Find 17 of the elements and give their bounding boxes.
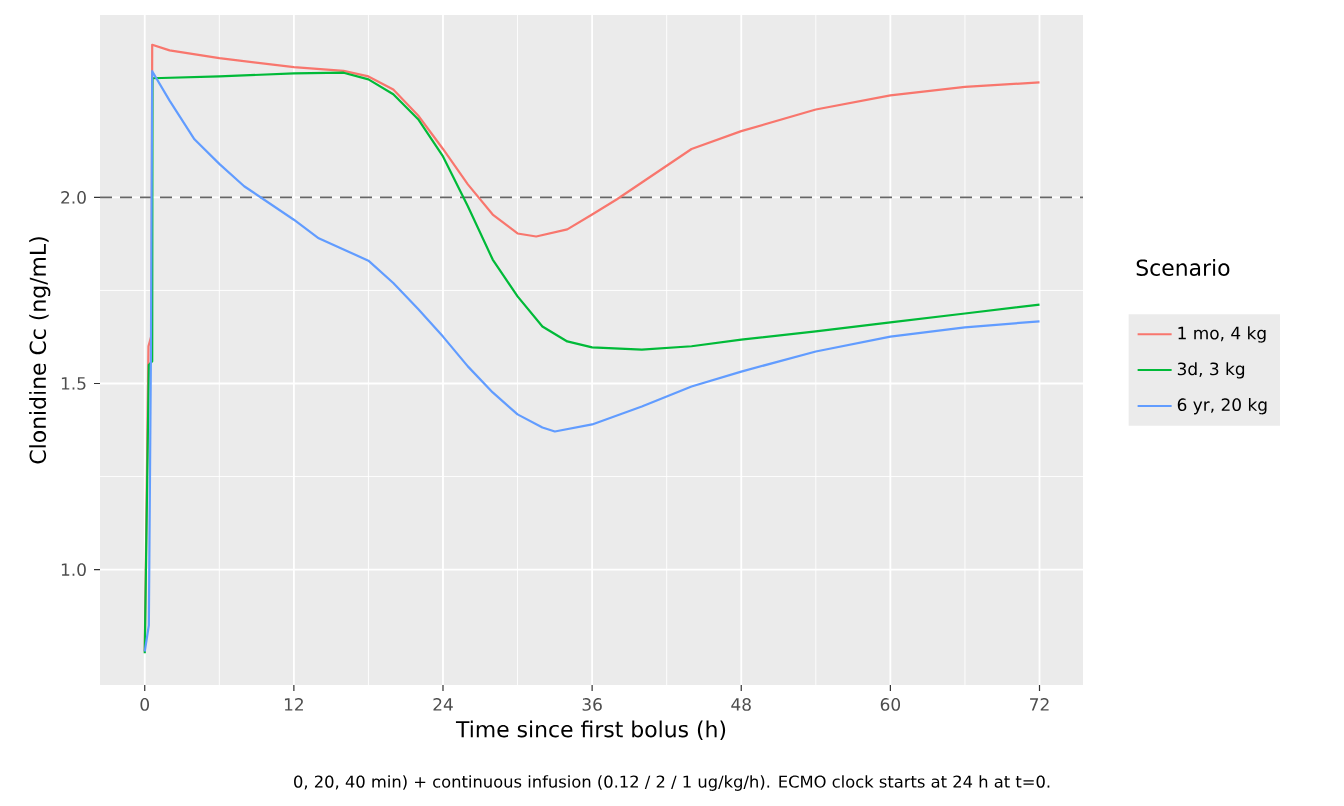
x-tick-label: 36 (582, 698, 602, 711)
x-tick-label: 48 (731, 698, 751, 711)
x-tick-label: 12 (284, 698, 303, 711)
y-axis-title: Clonidine Cc (ng/mL) (29, 237, 51, 464)
y-tick-label: 2.0 (61, 190, 86, 204)
y-tick-label: 1.0 (61, 563, 86, 577)
text: 0, 20, 40 min) + continuous infusion (0.12 / 2 / 1 ug/kg/h). ECMO clock starts at 24 h at t=0. (294, 775, 1050, 791)
legend-label: 6 yr, 20 kg (1177, 397, 1267, 415)
y-tick-label: 1.5 (61, 377, 86, 390)
x-tick-label: 72 (1030, 698, 1049, 711)
legend-label: 1 mo, 4 kg (1178, 326, 1266, 343)
x-tick-label: 60 (880, 698, 901, 711)
x-tick-label: 0 (140, 698, 150, 711)
x-tick-label: 24 (433, 698, 453, 711)
legend-title: Scenario (1136, 258, 1230, 276)
legend-label: 3d, 3 kg (1177, 362, 1245, 379)
x-axis-title: Time since first bolus (h) (455, 720, 726, 741)
